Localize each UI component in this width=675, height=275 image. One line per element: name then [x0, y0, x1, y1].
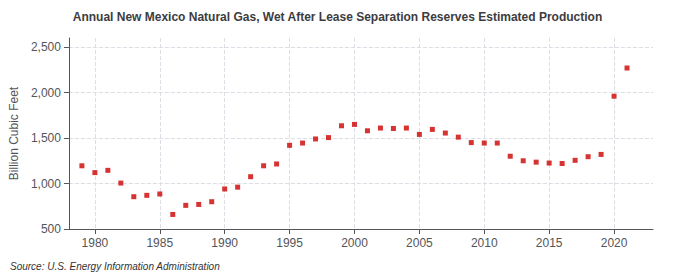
svg-text:1,500: 1,500	[31, 131, 61, 145]
svg-text:2015: 2015	[536, 236, 563, 250]
svg-text:2000: 2000	[341, 236, 368, 250]
svg-text:Source: U.S. Energy Informatio: Source: U.S. Energy Information Administ…	[10, 261, 220, 272]
svg-text:2005: 2005	[406, 236, 433, 250]
svg-text:2010: 2010	[471, 236, 498, 250]
svg-text:Annual New Mexico Natural Gas,: Annual New Mexico Natural Gas, Wet After…	[73, 10, 603, 24]
svg-text:500: 500	[41, 222, 61, 236]
svg-text:1980: 1980	[82, 236, 109, 250]
svg-text:1,000: 1,000	[31, 177, 61, 191]
svg-text:2020: 2020	[601, 236, 628, 250]
svg-text:1985: 1985	[146, 236, 173, 250]
svg-text:2,000: 2,000	[31, 86, 61, 100]
svg-text:1995: 1995	[276, 236, 303, 250]
svg-text:1990: 1990	[211, 236, 238, 250]
svg-text:Billion Cubic Feet: Billion Cubic Feet	[7, 86, 21, 180]
svg-text:2,500: 2,500	[31, 40, 61, 54]
